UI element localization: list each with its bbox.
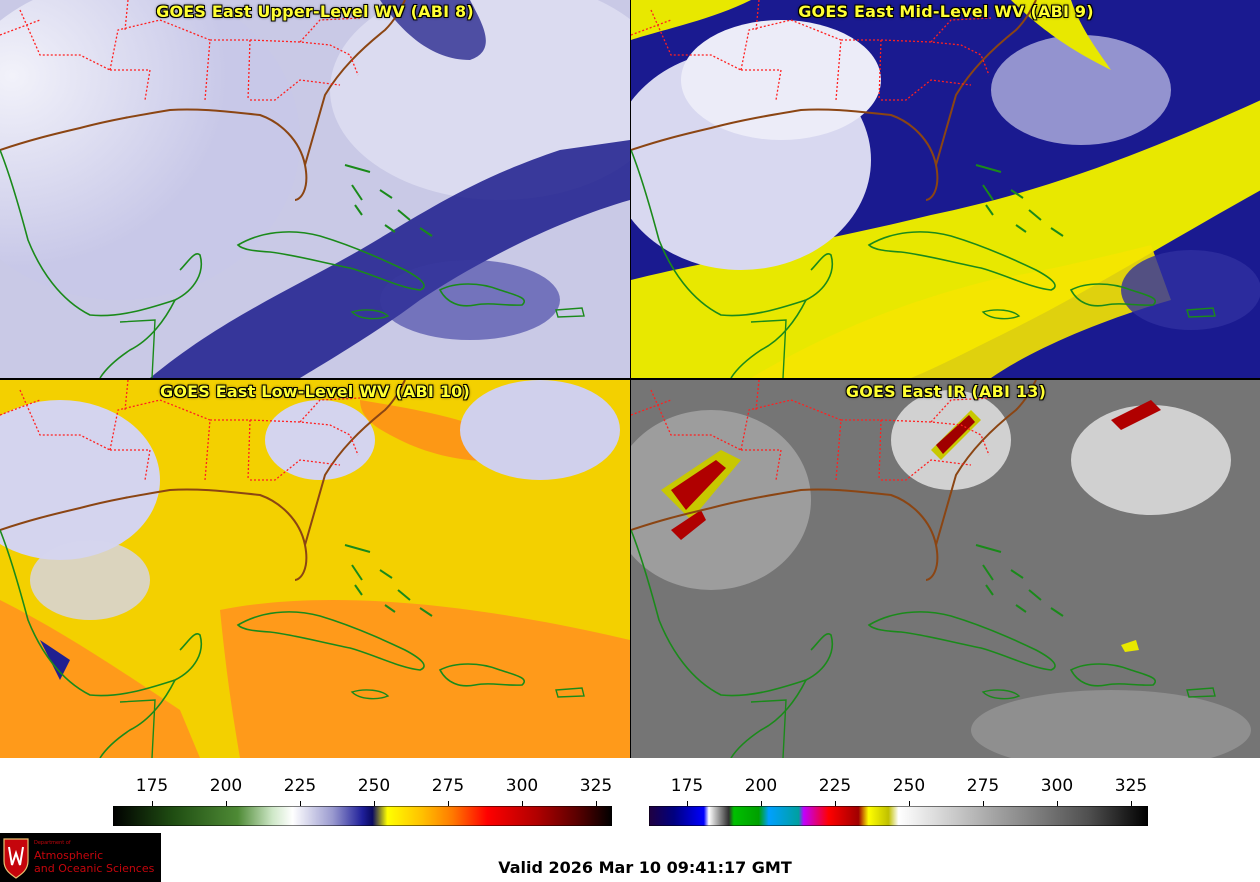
wv-tick-mark: [152, 801, 153, 806]
logo-dept: Department of: [34, 840, 71, 846]
wv-tick-mark: [226, 801, 227, 806]
panel-title: GOES East Low-Level WV (ABI 10): [159, 382, 470, 401]
panel-mid-level-wv: GOES East Mid-Level WV (ABI 9): [631, 0, 1260, 378]
ir-tick-label: 300: [1040, 776, 1074, 796]
ir-tick-mark: [1131, 801, 1132, 806]
ir-tick-mark: [687, 801, 688, 806]
wv-tick-mark: [596, 801, 597, 806]
wv-tick-mark: [522, 801, 523, 806]
panel-title: GOES East Mid-Level WV (ABI 9): [798, 2, 1094, 21]
logo-line2: and Oceanic Sciences: [34, 862, 155, 875]
wv-tick-label: 300: [505, 776, 539, 796]
panel-title: GOES East Upper-Level WV (ABI 8): [156, 2, 474, 21]
valid-time: Valid 2026 Mar 10 09:41:17 GMT: [498, 858, 792, 877]
panel-ir: GOES East IR (ABI 13): [631, 380, 1260, 758]
ir-tick-label: 225: [818, 776, 852, 796]
ir-tick-label: 325: [1114, 776, 1148, 796]
ir-tick-label: 175: [670, 776, 704, 796]
wv-low-image: [0, 380, 630, 758]
aos-logo: Department of Atmospheric and Oceanic Sc…: [0, 833, 161, 882]
wv-tick-mark: [374, 801, 375, 806]
ir-tick-mark: [909, 801, 910, 806]
uw-crest-icon: [3, 838, 29, 879]
ir-tick-mark: [1057, 801, 1058, 806]
wv-upper-image: [0, 0, 630, 378]
ir-tick-mark: [835, 801, 836, 806]
logo-line1: Atmospheric: [34, 849, 104, 862]
wv-tick-label: 325: [579, 776, 613, 796]
ir-tick-mark: [761, 801, 762, 806]
wv-tick-mark: [448, 801, 449, 806]
wv-tick-mark: [300, 801, 301, 806]
wv-colorbar: [113, 806, 612, 826]
panel-title: GOES East IR (ABI 13): [845, 382, 1047, 401]
ir-tick-label: 275: [966, 776, 1000, 796]
wv-mid-image: [631, 0, 1260, 378]
wv-tick-label: 225: [283, 776, 317, 796]
wv-tick-label: 175: [135, 776, 169, 796]
ir-image: [631, 380, 1260, 758]
ir-tick-mark: [983, 801, 984, 806]
panel-low-level-wv: GOES East Low-Level WV (ABI 10): [0, 380, 630, 758]
wv-tick-label: 275: [431, 776, 465, 796]
ir-tick-label: 250: [892, 776, 926, 796]
panel-divider-horizontal: [0, 378, 1260, 380]
ir-colorbar: [649, 806, 1148, 826]
wv-tick-label: 250: [357, 776, 391, 796]
panel-upper-level-wv: GOES East Upper-Level WV (ABI 8): [0, 0, 630, 378]
wv-tick-label: 200: [209, 776, 243, 796]
ir-tick-label: 200: [744, 776, 778, 796]
